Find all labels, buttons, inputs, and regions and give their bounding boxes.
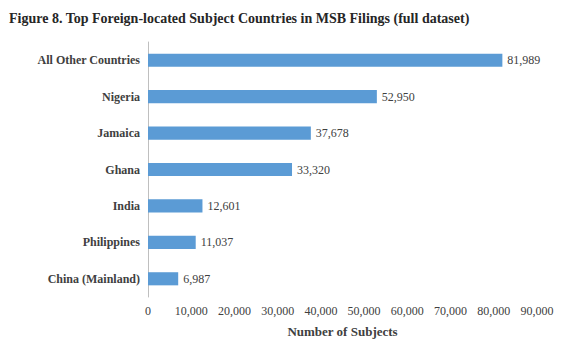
svg-text:33,320: 33,320 [297, 163, 330, 177]
svg-text:Ghana: Ghana [105, 163, 140, 177]
svg-text:0: 0 [145, 304, 151, 318]
svg-text:90,000: 90,000 [521, 304, 554, 318]
svg-text:50,000: 50,000 [348, 304, 381, 318]
svg-text:Nigeria: Nigeria [102, 90, 140, 104]
svg-text:30,000: 30,000 [261, 304, 294, 318]
svg-text:40,000: 40,000 [304, 304, 337, 318]
svg-text:China (Mainland): China (Mainland) [48, 272, 140, 286]
svg-text:Jamaica: Jamaica [97, 126, 140, 140]
svg-text:11,037: 11,037 [201, 235, 234, 249]
svg-text:37,678: 37,678 [316, 126, 349, 140]
svg-text:81,989: 81,989 [507, 53, 540, 67]
svg-text:India: India [113, 199, 140, 213]
svg-text:52,950: 52,950 [382, 90, 415, 104]
svg-text:Number of Subjects: Number of Subjects [287, 324, 397, 339]
svg-text:60,000: 60,000 [391, 304, 424, 318]
svg-text:10,000: 10,000 [175, 304, 208, 318]
svg-text:All Other Countries: All Other Countries [38, 53, 141, 67]
svg-text:Philippines: Philippines [83, 235, 141, 249]
svg-text:80,000: 80,000 [477, 304, 510, 318]
svg-text:12,601: 12,601 [207, 199, 240, 213]
svg-text:6,987: 6,987 [183, 272, 210, 286]
svg-text:70,000: 70,000 [434, 304, 467, 318]
svg-text:20,000: 20,000 [218, 304, 251, 318]
svg-text:Figure 8. Top Foreign-located: Figure 8. Top Foreign-located Subject Co… [9, 11, 470, 27]
